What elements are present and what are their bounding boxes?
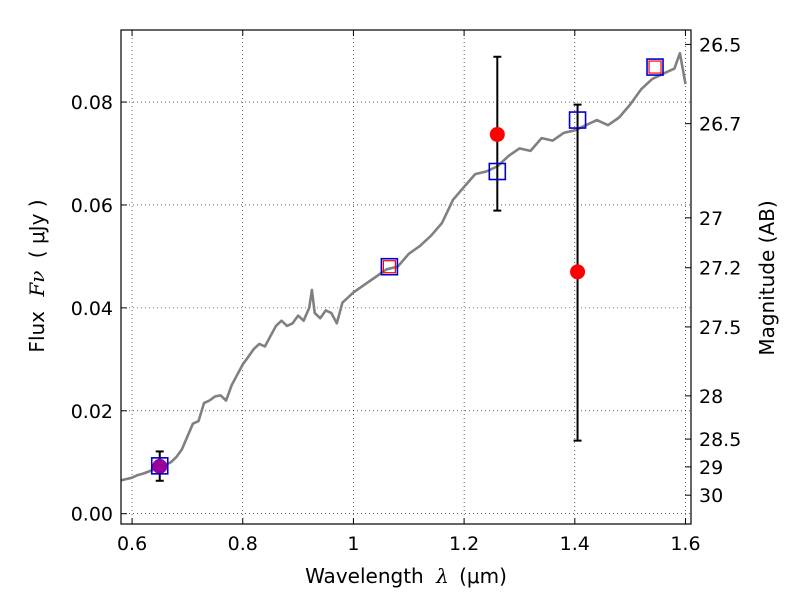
y-axis-label: Flux Fν ( μJy ) xyxy=(25,199,49,352)
y2-axis-label: Magnitude (AB) xyxy=(755,200,779,355)
y-axis-label-unit: ( μJy ) xyxy=(25,199,49,258)
model-point xyxy=(568,111,587,129)
observed-points xyxy=(152,126,586,474)
grid-lines xyxy=(121,30,691,524)
x-axis-label-unit: (μm) xyxy=(459,564,507,588)
x-axis-label: Wavelength λ (μm) xyxy=(305,564,507,588)
x-axis-label-symbol: λ xyxy=(435,564,449,588)
plot-frame xyxy=(120,29,692,525)
y-tick-label: 0.02 xyxy=(71,401,113,423)
model-points xyxy=(150,58,664,475)
model-point xyxy=(150,457,169,475)
y2-tick-label: 27.5 xyxy=(699,317,741,339)
model-point xyxy=(380,257,399,276)
y-axis-ticks: 0.00 0.02 0.04 0.06 0.08 xyxy=(71,92,127,526)
y-axis-label-symbol: Fν xyxy=(25,271,49,298)
model-spectrum xyxy=(120,51,687,482)
model-point xyxy=(646,58,664,76)
x-tick-label: 1.6 xyxy=(670,533,700,555)
y-tick-label: 0.06 xyxy=(71,195,113,217)
y2-axis-ticks: 26.5 26.7 27 27.2 27.5 28 28.5 29 30 xyxy=(685,34,741,507)
y2-tick-label: 27.2 xyxy=(699,258,741,280)
spectrum-line xyxy=(120,51,687,482)
observed-point xyxy=(570,264,586,280)
x-axis-label-text: Wavelength xyxy=(305,564,424,588)
x-tick-label: 1 xyxy=(347,533,359,555)
x-tick-label: 0.8 xyxy=(228,533,258,555)
y-tick-label: 0.08 xyxy=(71,92,113,114)
y2-tick-label: 28.5 xyxy=(699,429,741,451)
observed-point xyxy=(152,458,168,474)
y2-tick-label: 26.5 xyxy=(699,34,741,56)
x-tick-label: 0.6 xyxy=(117,533,147,555)
y-tick-label: 0.00 xyxy=(71,504,113,526)
x-axis-ticks: 0.6 0.8 1 1.2 1.4 1.6 xyxy=(117,30,701,555)
inner-square-marker xyxy=(648,60,662,74)
y2-tick-label: 29 xyxy=(699,457,723,479)
y-tick-label: 0.04 xyxy=(71,298,113,320)
y2-tick-label: 26.7 xyxy=(699,114,741,136)
model-point xyxy=(488,162,507,181)
y2-tick-label: 30 xyxy=(699,485,723,507)
inner-square-marker xyxy=(382,260,396,274)
x-tick-label: 1.4 xyxy=(560,533,590,555)
x-tick-label: 1.2 xyxy=(449,533,479,555)
error-bars xyxy=(155,55,582,482)
y2-tick-label: 28 xyxy=(699,386,723,408)
observed-point xyxy=(489,126,505,142)
y2-tick-label: 27 xyxy=(699,208,723,230)
y-axis-label-text: Flux xyxy=(25,311,49,353)
